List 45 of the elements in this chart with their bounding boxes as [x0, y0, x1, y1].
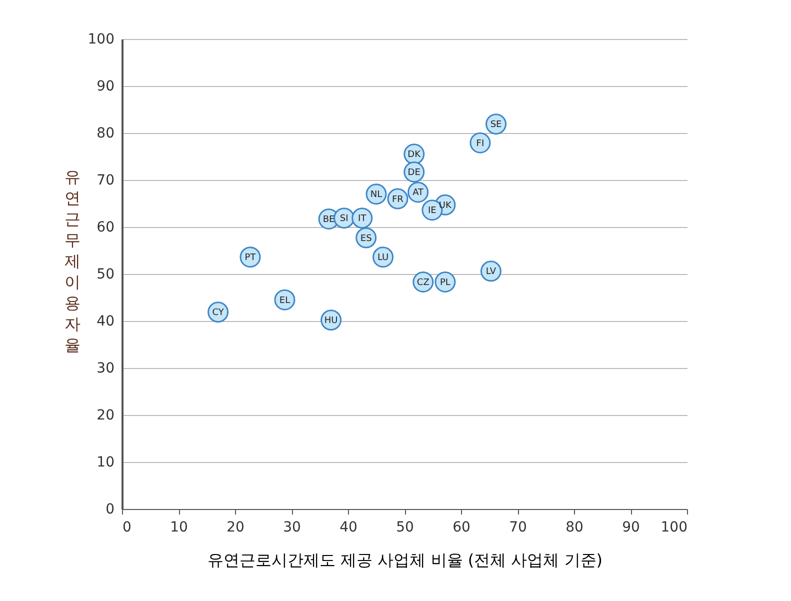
annotation: IT — [358, 214, 367, 224]
x-tick-label: 40 — [340, 520, 358, 536]
x-tick-label: 70 — [509, 520, 527, 536]
annotation: AT — [412, 188, 424, 198]
y-tick-label: 30 — [96, 360, 114, 376]
annotation: IE — [428, 206, 437, 216]
y-tick-label: 20 — [96, 408, 114, 424]
y-tick-label: 100 — [88, 32, 114, 48]
x-tick-label: 60 — [452, 520, 470, 536]
y-tick-label: 60 — [96, 220, 114, 236]
x-tick-label: 0 — [122, 520, 132, 536]
annotation: CZ — [416, 278, 430, 288]
annotation: HU — [324, 316, 338, 326]
x-tick-label: 100 — [660, 520, 688, 536]
y-tick-label: 0 — [106, 502, 114, 518]
annotation: EL — [279, 296, 290, 306]
y-tick-label: 10 — [96, 454, 114, 470]
annotation: DK — [408, 150, 422, 160]
x-tick-label: 80 — [566, 520, 584, 536]
x-tick-label: 10 — [170, 520, 188, 536]
text: 유연근무제 이용자율 — [64, 168, 80, 354]
x-tick-label: 20 — [226, 520, 244, 536]
x-tick-label: 30 — [283, 520, 301, 536]
y-tick-label: 80 — [96, 126, 114, 142]
x-axis-title: 유연근로시간제도 제공 사업체 비율 (전체 사업체 기준) — [208, 550, 602, 570]
annotation: DE — [408, 168, 421, 178]
annotation: BE — [322, 215, 336, 226]
annotation: PT — [244, 253, 256, 264]
x-tick-label: 50 — [396, 520, 414, 536]
annotation: ES — [360, 234, 372, 244]
annotation: SI — [340, 214, 348, 224]
annotation: LV — [486, 267, 497, 278]
y-tick-label: 90 — [96, 78, 114, 94]
y-tick-label: 40 — [96, 314, 114, 330]
annotation: CY — [212, 308, 224, 318]
annotation: FI — [476, 138, 484, 149]
annotation: FR — [392, 194, 404, 205]
x-tick-label: 90 — [622, 520, 640, 536]
annotation: PL — [440, 278, 450, 288]
annotation: SE — [490, 120, 502, 130]
annotation: LU — [377, 253, 389, 264]
annotation: NL — [370, 190, 382, 200]
y-tick-label: 50 — [96, 266, 114, 282]
y-tick-label: 70 — [96, 172, 114, 188]
point — [470, 132, 491, 154]
